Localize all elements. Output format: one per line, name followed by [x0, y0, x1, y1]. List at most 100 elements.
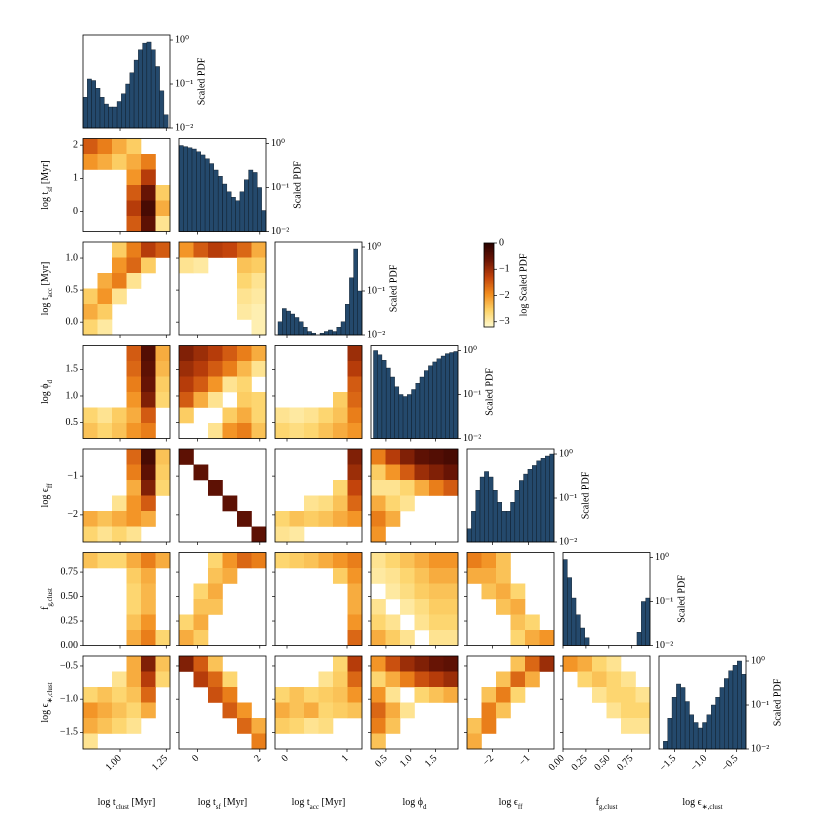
histogram-bar — [584, 637, 590, 646]
colorbar-swatch — [484, 321, 494, 324]
y-tick-label: −1 — [67, 470, 78, 481]
density-cell — [112, 718, 127, 734]
density-cell — [126, 273, 142, 289]
density-cell — [155, 185, 171, 201]
density-cell — [400, 495, 415, 512]
density-cell — [193, 656, 209, 672]
hist-tick-label: 10⁻² — [463, 433, 481, 444]
axis-label-sub: ∗,clust — [46, 682, 54, 703]
density-cell — [179, 376, 194, 393]
density-cell — [126, 687, 142, 703]
histogram-bar — [121, 93, 126, 129]
density-cell — [208, 568, 223, 584]
density-cell — [304, 495, 319, 512]
histogram-bar — [398, 394, 404, 439]
density-cell — [208, 345, 223, 362]
density-cell — [155, 376, 171, 393]
histogram-bar — [191, 148, 197, 232]
density-cell — [208, 599, 223, 615]
density-cell — [112, 495, 127, 512]
density-cell — [371, 495, 386, 512]
colorbar-swatch — [484, 272, 494, 275]
density-cell — [371, 614, 386, 631]
density-cell — [155, 552, 171, 569]
density-cell — [237, 345, 252, 362]
axis-label-sub: g,clust — [599, 803, 618, 811]
density-cell — [112, 154, 127, 170]
density-cell — [141, 599, 156, 615]
axis-label: fg,clust — [40, 588, 53, 610]
histogram-bar — [549, 453, 555, 543]
hist-tick-label: 10⁻¹ — [655, 596, 673, 607]
density-cell — [237, 376, 252, 393]
colorbar-swatch — [484, 276, 494, 279]
density-cell — [635, 702, 651, 719]
density-cell — [97, 552, 113, 569]
density-cell — [83, 288, 98, 305]
panel-frame — [178, 448, 267, 543]
density-cell — [193, 583, 209, 600]
histogram-bar — [527, 469, 533, 543]
axis-label-main: log ϵ — [499, 797, 518, 808]
density-cell — [414, 464, 430, 481]
density-cell — [347, 687, 363, 703]
density-cell — [126, 361, 142, 377]
density-cell — [126, 407, 142, 424]
density-cell — [592, 687, 607, 703]
histogram-bar — [277, 321, 283, 336]
density-cell — [606, 656, 622, 672]
panel-frame — [466, 552, 555, 646]
axis-label-main: log ϕ — [402, 797, 423, 808]
density-cell — [371, 526, 386, 543]
colorbar-swatch — [484, 243, 494, 245]
density-cell — [429, 656, 444, 672]
density-cell — [141, 449, 156, 465]
density-cell — [126, 185, 142, 201]
density-cell — [429, 671, 444, 688]
density-cell — [318, 552, 334, 569]
density-cell — [237, 511, 252, 527]
histogram-bar — [146, 41, 152, 129]
density-cell — [251, 407, 267, 424]
density-cell — [304, 702, 319, 719]
axis-label-main: log t — [198, 797, 216, 808]
histogram-bar — [741, 674, 747, 750]
density-cell — [141, 154, 156, 170]
density-cell — [371, 511, 386, 527]
density-cell — [193, 671, 209, 688]
density-cell — [429, 568, 444, 584]
histogram-bar — [112, 106, 118, 129]
density-cell — [112, 526, 127, 543]
histogram-bar — [282, 308, 287, 336]
histogram-bar — [294, 317, 300, 336]
histogram-bar — [514, 490, 520, 543]
y-tick-label: −0.5 — [60, 660, 78, 671]
density-cell — [371, 480, 386, 496]
density-cell — [443, 614, 459, 631]
density-cell — [347, 464, 363, 481]
density-cell — [496, 552, 511, 569]
density-cell — [237, 304, 252, 320]
density-cell — [606, 671, 622, 688]
axis-label: log tacc [Myr] — [40, 262, 53, 316]
colorbar-swatch — [484, 289, 494, 292]
histogram-bar — [239, 191, 245, 232]
histogram-bar — [706, 714, 712, 750]
histogram-bar — [394, 386, 400, 439]
density-cell — [97, 718, 113, 734]
colorbar-swatch — [484, 251, 494, 254]
hist-tick-label: 10⁻² — [175, 122, 193, 133]
density-cell — [510, 599, 526, 615]
hist-ylabel: Scaled PDF — [388, 264, 399, 312]
density-cell — [400, 568, 415, 584]
histogram-bar — [307, 331, 312, 336]
density-cell — [251, 257, 267, 274]
density-cell — [208, 392, 223, 408]
x-tick-label: 0.75 — [615, 753, 635, 773]
colorbar-swatch — [484, 325, 494, 328]
panel-frame — [370, 552, 459, 646]
density-cell — [443, 671, 459, 688]
colorbar-swatch — [484, 311, 494, 314]
density-cell — [414, 568, 430, 584]
histogram-bar — [715, 697, 721, 750]
